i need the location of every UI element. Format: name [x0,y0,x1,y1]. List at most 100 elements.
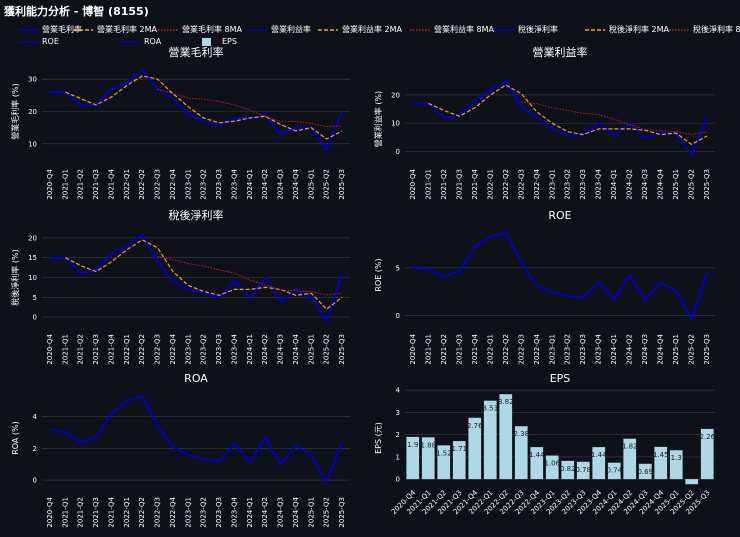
ytick-gross-2: 30 [28,76,37,84]
legend-swatch-1 [73,28,93,31]
chart-title-eps: EPS [550,372,571,385]
bar-label-eps-0: 1.9 [407,441,418,449]
bar-eps-13 [607,462,621,480]
ylabel-eps: EPS (元) [374,422,383,454]
legend-label-3: 營業利益率 [271,25,311,34]
xtick-net-7: 2022-Q3 [154,334,162,365]
legend-swatch-7 [585,28,605,31]
xtick-roa-0: 2020-Q4 [46,496,54,527]
bar-label-eps-13: 0.74 [606,467,622,475]
legend-item-11[interactable]: EPS [198,37,237,46]
chart-title-operating: 營業利益率 [533,45,588,59]
series-roe-0 [412,231,708,321]
ytick-roe-1: 5 [396,264,400,272]
bar-eps-6 [499,394,513,480]
xtick-operating-1: 2021-Q1 [424,169,432,200]
ytick-roa-0: 0 [33,477,37,485]
series-roa-0 [49,394,343,483]
xtick-roa-7: 2022-Q3 [154,497,162,528]
ytick-operating-0: 0 [396,148,400,156]
series-gross-1 [65,75,343,140]
ytick-operating-2: 20 [391,91,400,99]
chart-roe: ROE 0 5 ROE (%) 2020-Q4 2021-Q1 2021-Q2 2021-Q3… [374,209,715,365]
ylabel-operating: 營業利益率 (%) [373,91,383,147]
bar-eps-11 [576,461,590,480]
series-operating-0 [413,79,708,156]
legend-label-7: 稅後淨利率 2MA [609,25,670,34]
xtick-roe-16: 2024-Q4 [657,333,665,364]
legend-label-2: 營業毛利率 8MA [182,25,243,34]
xtick-gross-19: 2025-Q3 [338,169,346,200]
legend-item-6[interactable]: 稅後淨利率 [494,24,558,35]
bar-eps-3 [452,441,466,480]
legend-item-3[interactable]: 營業利益率 [247,24,311,35]
xtick-roe-9: 2023-Q1 [548,334,556,365]
xtick-roe-1: 2021-Q1 [424,334,432,365]
legend-item-0[interactable]: 營業毛利率 [18,24,82,35]
legend-swatch-2 [158,28,178,31]
legend-item-5[interactable]: 營業利益率 8MA [410,24,494,35]
xtick-roa-10: 2023-Q2 [200,497,208,528]
xtick-roe-19: 2025-Q3 [703,334,711,365]
legend: 營業毛利率 營業毛利率 2MA 營業毛利率 8MA 營業利益率 營業利益率 2MA 營業利… [18,24,740,50]
series-operating-2 [521,101,708,135]
xtick-gross-7: 2022-Q3 [154,169,162,200]
xtick-roe-17: 2025-Q1 [672,334,680,365]
xtick-roa-1: 2021-Q1 [61,497,69,528]
bar-eps-12 [592,447,606,480]
legend-item-8[interactable]: 稅後淨利率 8MA [669,24,740,35]
xtick-gross-18: 2025-Q2 [323,169,331,200]
series-net-2 [157,256,343,296]
xtick-roa-8: 2022-Q4 [169,496,177,527]
bar-eps-18 [685,479,699,485]
xtick-roe-5: 2022-Q1 [486,334,494,365]
bar-eps-1 [421,437,435,480]
legend-item-1[interactable]: 營業毛利率 2MA [73,24,157,35]
legend-item-10[interactable]: ROA [120,37,161,46]
legend-item-9[interactable]: ROE [18,37,59,46]
xtick-roa-2: 2021-Q2 [77,497,85,528]
xtick-roe-2: 2021-Q2 [440,334,448,365]
xtick-operating-18: 2025-Q2 [688,169,696,200]
bar-label-eps-6: 3.82 [498,398,514,406]
xtick-operating-17: 2025-Q1 [672,169,680,200]
xtick-net-18: 2025-Q2 [323,334,331,365]
xtick-gross-0: 2020-Q4 [46,168,54,199]
xtick-net-16: 2024-Q4 [292,333,300,364]
chart-title-roa: ROA [184,372,208,385]
xtick-operating-12: 2023-Q4 [595,168,603,199]
bar-label-eps-15: 0.69 [637,468,653,476]
page-title: 獲利能力分析 - 博智 (8155) [4,5,149,18]
legend-label-8: 稅後淨利率 8MA [693,25,740,34]
legend-item-4[interactable]: 營業利益率 2MA [318,24,402,35]
xtick-roe-12: 2023-Q4 [595,333,603,364]
xtick-roa-15: 2024-Q3 [277,497,285,528]
xtick-gross-8: 2022-Q4 [169,168,177,199]
chart-operating: 營業利益率 0 10 20 營業利益率 (%) 2020-Q4 2021-Q1 2021-Q2… [373,45,715,200]
legend-swatch-8 [669,28,689,31]
xtick-operating-8: 2022-Q4 [533,168,541,199]
xtick-operating-3: 2021-Q3 [455,169,463,200]
legend-item-7[interactable]: 稅後淨利率 2MA [585,24,669,35]
ytick-roa-2: 4 [33,413,38,421]
bar-eps-4 [468,417,482,480]
xtick-operating-15: 2024-Q3 [641,169,649,200]
xtick-gross-6: 2022-Q2 [138,169,146,200]
bar-label-eps-1: 1.88 [420,441,436,449]
xtick-gross-3: 2021-Q3 [92,169,100,200]
xtick-operating-4: 2021-Q4 [471,168,479,199]
legend-swatch-10 [120,40,140,43]
legend-item-2[interactable]: 營業毛利率 8MA [158,24,242,35]
xtick-gross-11: 2023-Q3 [215,169,223,200]
xtick-roa-14: 2024-Q2 [261,497,269,528]
xtick-net-9: 2023-Q1 [184,334,192,365]
ytick-roe-0: 0 [396,312,400,320]
xtick-net-8: 2022-Q4 [169,333,177,364]
bar-label-eps-18: -0.23 [683,486,701,494]
chart-title-net: 稅後淨利率 [169,208,224,222]
bar-label-eps-16: 1.45 [653,451,669,459]
xtick-gross-14: 2024-Q2 [261,169,269,200]
legend-label-9: ROE [42,37,59,46]
bar-label-eps-17: 1.3 [671,454,682,462]
xtick-roe-7: 2022-Q3 [517,334,525,365]
